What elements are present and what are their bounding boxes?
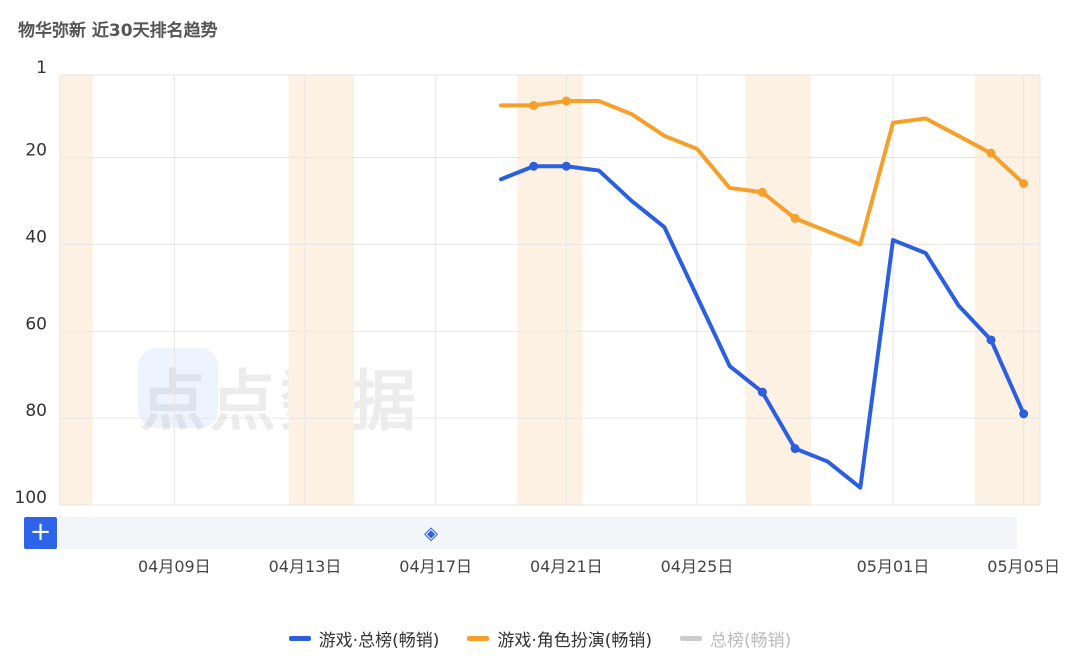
data-point	[561, 96, 571, 106]
y-tick-label: 80	[25, 401, 47, 421]
weekend-band	[974, 75, 1040, 505]
range-slider-track[interactable]	[58, 517, 1017, 549]
data-point	[1019, 409, 1029, 419]
weekend-band	[517, 75, 583, 505]
legend-swatch	[680, 636, 703, 641]
data-point	[561, 161, 571, 171]
x-tick-label: 04月25日	[661, 557, 734, 576]
range-slider-handle-icon[interactable]: ◈	[424, 523, 438, 544]
x-tick-label: 04月13日	[269, 557, 342, 576]
zoom-add-button[interactable]: +	[24, 517, 57, 549]
data-point	[1019, 179, 1029, 189]
legend-swatch	[288, 636, 311, 641]
y-tick-label: 100	[15, 488, 47, 508]
watermark-text: 点点数据	[140, 363, 420, 440]
legend-item[interactable]: 总榜(畅销)	[680, 626, 791, 651]
data-point	[790, 444, 800, 454]
weekend-band	[60, 75, 93, 505]
x-tick-label: 04月21日	[530, 557, 603, 576]
data-point	[529, 100, 539, 110]
y-tick-label: 60	[25, 314, 47, 334]
data-point	[986, 335, 996, 345]
x-tick-label: 05月01日	[857, 557, 930, 576]
data-point	[757, 187, 767, 197]
x-tick-label: 05月05日	[987, 557, 1060, 576]
data-point	[757, 387, 767, 397]
weekend-band	[746, 75, 812, 505]
legend-label: 游戏·角色扮演(畅销)	[497, 631, 653, 651]
y-tick-label: 1	[36, 58, 47, 78]
line-chart: 1 20 40 60 80 100 04月09日 04月13日 04月17日 04月21日 04月2…	[15, 58, 1060, 576]
legend-label: 总榜(畅销)	[710, 631, 792, 651]
y-tick-label: 20	[25, 141, 47, 161]
data-point	[986, 148, 996, 158]
watermark-logo	[138, 348, 218, 428]
x-tick-label: 04月17日	[399, 557, 472, 576]
chart-title: 物华弥新 近30天排名趋势	[18, 21, 218, 41]
x-tick-label: 04月09日	[138, 557, 211, 576]
legend-item[interactable]: 游戏·总榜(畅销)	[288, 626, 440, 651]
chart-legend: 游戏·总榜(畅销) 游戏·角色扮演(畅销) 总榜(畅销)	[0, 626, 1080, 651]
weekend-band	[288, 75, 354, 505]
data-point	[529, 161, 539, 171]
legend-swatch	[467, 636, 490, 641]
legend-label: 游戏·总榜(畅销)	[318, 631, 440, 651]
y-tick-label: 40	[25, 227, 47, 247]
legend-item[interactable]: 游戏·角色扮演(畅销)	[467, 626, 652, 651]
data-point	[790, 213, 800, 223]
